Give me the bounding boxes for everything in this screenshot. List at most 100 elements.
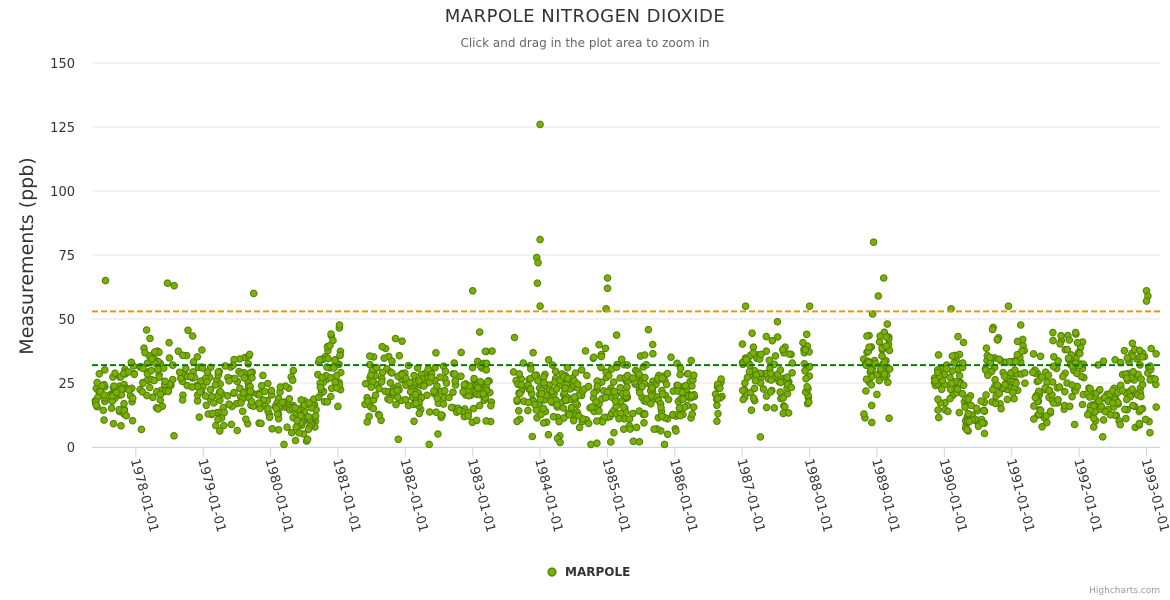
data-point[interactable]: [955, 371, 964, 380]
data-point[interactable]: [964, 409, 973, 418]
data-point[interactable]: [267, 386, 276, 395]
data-point[interactable]: [410, 417, 418, 426]
data-point[interactable]: [327, 330, 335, 338]
data-point-outlier[interactable]: [805, 302, 814, 311]
data-point[interactable]: [1128, 339, 1137, 348]
data-point[interactable]: [1001, 380, 1009, 389]
data-point[interactable]: [650, 425, 658, 434]
data-point[interactable]: [773, 333, 782, 341]
data-point[interactable]: [773, 317, 782, 326]
data-point[interactable]: [556, 438, 564, 447]
data-point[interactable]: [955, 408, 964, 417]
data-point[interactable]: [584, 382, 593, 391]
data-point[interactable]: [622, 389, 631, 397]
data-point[interactable]: [644, 325, 653, 334]
data-point[interactable]: [211, 381, 220, 389]
data-point[interactable]: [293, 416, 302, 425]
data-point[interactable]: [1099, 416, 1108, 424]
data-point[interactable]: [1108, 399, 1117, 407]
data-point[interactable]: [474, 384, 482, 392]
data-point[interactable]: [304, 412, 313, 421]
data-point[interactable]: [1030, 415, 1038, 423]
data-point[interactable]: [583, 371, 591, 380]
data-point[interactable]: [571, 369, 580, 377]
data-point[interactable]: [626, 425, 634, 433]
data-point[interactable]: [427, 373, 436, 382]
data-point[interactable]: [584, 419, 593, 428]
data-point[interactable]: [1046, 407, 1055, 416]
data-point[interactable]: [977, 397, 985, 405]
data-point[interactable]: [884, 378, 892, 387]
data-point[interactable]: [442, 379, 451, 387]
data-point[interactable]: [1031, 393, 1040, 402]
data-point[interactable]: [151, 348, 159, 356]
data-point[interactable]: [487, 401, 495, 410]
data-point[interactable]: [513, 417, 521, 426]
data-point[interactable]: [425, 408, 434, 416]
data-point[interactable]: [544, 356, 553, 364]
data-point[interactable]: [605, 371, 613, 380]
data-point[interactable]: [363, 418, 372, 426]
data-point[interactable]: [1021, 369, 1029, 377]
data-point-outlier[interactable]: [874, 292, 883, 300]
data-point[interactable]: [268, 425, 277, 433]
data-point[interactable]: [601, 344, 610, 353]
data-point[interactable]: [1151, 375, 1159, 384]
data-point[interactable]: [959, 338, 968, 347]
data-point[interactable]: [629, 437, 638, 446]
data-point[interactable]: [165, 338, 173, 347]
data-point[interactable]: [931, 376, 940, 385]
data-point[interactable]: [1054, 396, 1062, 404]
data-point-outlier[interactable]: [533, 279, 542, 288]
data-point[interactable]: [395, 351, 404, 360]
data-point[interactable]: [223, 392, 232, 400]
data-point[interactable]: [1030, 402, 1038, 410]
data-point[interactable]: [255, 399, 263, 408]
data-point[interactable]: [188, 332, 197, 340]
data-point[interactable]: [688, 382, 696, 390]
data-point[interactable]: [544, 430, 553, 439]
data-point[interactable]: [944, 407, 952, 416]
data-point[interactable]: [937, 385, 946, 394]
data-point[interactable]: [1011, 357, 1020, 366]
data-point[interactable]: [587, 440, 595, 449]
data-point[interactable]: [802, 374, 810, 383]
data-point[interactable]: [756, 433, 765, 441]
data-point[interactable]: [100, 391, 108, 399]
data-point[interactable]: [540, 378, 548, 387]
data-point[interactable]: [391, 334, 400, 343]
data-point[interactable]: [1095, 397, 1103, 405]
data-point[interactable]: [561, 396, 570, 404]
data-point[interactable]: [111, 369, 119, 378]
data-point[interactable]: [475, 401, 484, 410]
data-point[interactable]: [460, 380, 469, 389]
data-point[interactable]: [210, 399, 218, 407]
data-point[interactable]: [570, 393, 579, 401]
data-point[interactable]: [457, 372, 465, 381]
data-point[interactable]: [187, 372, 195, 381]
data-point[interactable]: [230, 388, 238, 397]
data-point[interactable]: [272, 404, 280, 413]
data-point[interactable]: [531, 400, 539, 409]
data-point[interactable]: [305, 399, 313, 407]
data-point[interactable]: [995, 355, 1004, 364]
data-point[interactable]: [635, 370, 644, 379]
data-point[interactable]: [1018, 347, 1026, 355]
data-point[interactable]: [206, 385, 215, 394]
data-point[interactable]: [610, 387, 619, 396]
data-point[interactable]: [667, 353, 675, 362]
data-point[interactable]: [961, 403, 969, 411]
data-point[interactable]: [1010, 394, 1018, 403]
data-point[interactable]: [1045, 386, 1054, 395]
data-point[interactable]: [563, 374, 572, 383]
data-point[interactable]: [619, 403, 628, 411]
data-point[interactable]: [1096, 385, 1104, 394]
data-point[interactable]: [424, 365, 432, 374]
data-point-outlier[interactable]: [536, 235, 544, 244]
data-point[interactable]: [768, 336, 777, 345]
data-point[interactable]: [1086, 384, 1094, 393]
data-point[interactable]: [771, 352, 780, 360]
data-point[interactable]: [964, 395, 973, 403]
data-point[interactable]: [1146, 428, 1154, 437]
